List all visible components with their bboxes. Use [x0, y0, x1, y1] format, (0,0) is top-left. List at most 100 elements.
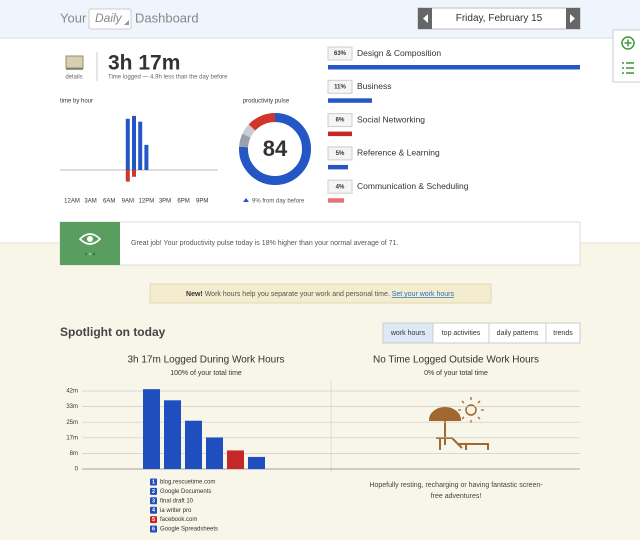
outside-title: No Time Logged Outside Work Hours — [373, 355, 539, 366]
tab-label[interactable]: daily patterns — [497, 330, 539, 337]
legend-badge — [150, 487, 157, 495]
notice-body: Work hours help you separate your work a… — [205, 291, 390, 298]
details-link[interactable]: details — [65, 75, 82, 81]
legend-label[interactable]: blog.rescuetime.com — [160, 480, 215, 486]
hour-bar — [144, 144, 149, 170]
percent-badge — [327, 146, 353, 161]
percent-label: 5% — [336, 151, 345, 157]
header-prefix: Your — [60, 10, 87, 25]
outside-message-box: Hopefully resting, recharging or having … — [369, 482, 543, 500]
x-tick-label: 3AM — [84, 199, 96, 205]
legend-label[interactable]: final draft 10 — [160, 498, 194, 504]
percent-badge — [327, 113, 353, 128]
category-bar — [328, 164, 348, 170]
banner — [59, 221, 581, 266]
category-bar — [328, 131, 352, 137]
legend-number: 1 — [152, 479, 155, 485]
category-name[interactable]: Communication & Scheduling — [357, 181, 469, 191]
legend-number: 5 — [152, 517, 155, 523]
percent-label: 4% — [336, 184, 345, 190]
hour-bar — [132, 170, 136, 177]
total-time: 3h 17m — [108, 52, 180, 75]
legend-label[interactable]: ia writer pro — [160, 508, 192, 514]
side-toolbar — [612, 29, 640, 83]
outside-message: Hopefully resting, recharging or having … — [369, 482, 543, 500]
legend-badge — [150, 506, 157, 514]
work-title: 3h 17m Logged During Work Hours — [127, 355, 284, 366]
add-button[interactable] — [621, 36, 635, 50]
category-bar — [328, 65, 580, 70]
pulse-segment — [248, 113, 276, 131]
legend-label[interactable]: Google Spreadsheets — [160, 527, 218, 533]
category-name[interactable]: Reference & Learning — [357, 148, 440, 158]
y-tick-label: 8m — [70, 451, 78, 457]
mode-caret — [124, 20, 129, 25]
hour-bar — [132, 115, 136, 170]
work-bar — [143, 389, 160, 469]
x-tick-label: 9PM — [196, 199, 208, 205]
notice — [149, 283, 492, 304]
hour-bar — [138, 121, 143, 170]
x-tick-label: 6PM — [177, 199, 189, 205]
y-tick-label: 0 — [75, 467, 79, 473]
top-panel — [0, 39, 640, 243]
legend-number: 3 — [152, 498, 155, 504]
legend-number: 6 — [152, 526, 155, 532]
tab-label[interactable]: top activities — [442, 330, 481, 337]
x-tick-label: 12PM — [139, 199, 155, 205]
next-arrow — [570, 14, 575, 23]
umbrella — [428, 407, 462, 421]
list-button[interactable] — [622, 62, 634, 74]
work-bar — [164, 400, 181, 469]
category-name[interactable]: Business — [357, 81, 392, 91]
legend-label[interactable]: facebook.com — [160, 517, 197, 523]
sun-rays — [458, 397, 484, 423]
change-arrow — [243, 198, 249, 202]
eye-pupil — [87, 236, 93, 242]
work-bar — [206, 437, 223, 469]
category-bar — [328, 198, 344, 203]
category-name[interactable]: Social Networking — [357, 114, 425, 124]
tab-label[interactable]: work hours — [390, 330, 426, 337]
hour-bar — [125, 170, 130, 182]
legend-label[interactable]: Google Documents — [160, 489, 211, 495]
work-bar — [248, 456, 265, 469]
date-label: Friday, February 15 — [456, 13, 543, 24]
details-icon[interactable] — [65, 55, 84, 69]
tab-label[interactable]: trends — [553, 330, 573, 337]
y-tick-label: 42m — [66, 389, 78, 395]
sun — [465, 404, 477, 416]
outside-subtitle: 0% of your total time — [424, 370, 488, 377]
time-note: Time logged — 4.9h less than the day bef… — [108, 75, 228, 81]
pulse-segment — [239, 133, 251, 148]
percent-label: 63% — [334, 51, 347, 57]
pulse-segment — [242, 124, 256, 138]
mode-label[interactable]: Daily — [95, 11, 123, 25]
hourly-title: time by hour — [60, 99, 93, 105]
legend-badge — [150, 497, 157, 505]
tab[interactable] — [545, 322, 581, 344]
notice-link[interactable]: Set your work hours — [392, 291, 455, 298]
work-subtitle: 100% of your total time — [170, 370, 242, 377]
category-name[interactable]: Design & Composition — [357, 48, 441, 58]
percent-badge — [327, 46, 353, 61]
add-icon — [624, 39, 632, 47]
percent-label: 11% — [334, 84, 346, 90]
x-tick-label: 12AM — [64, 199, 80, 205]
dot — [84, 252, 88, 256]
hour-bar — [125, 118, 130, 170]
prev-arrow — [423, 14, 428, 23]
y-tick-label: 33m — [66, 404, 78, 410]
legend-badge — [150, 516, 157, 524]
mode-select[interactable] — [88, 8, 132, 30]
dot — [88, 252, 92, 256]
notice-badge: New! — [186, 291, 203, 298]
legend-badge — [150, 478, 157, 486]
legend-number: 2 — [152, 489, 155, 495]
legend-number: 4 — [152, 508, 156, 514]
percent-label: 6% — [336, 118, 345, 124]
pulse-segment — [239, 113, 311, 185]
work-bar — [185, 420, 202, 469]
